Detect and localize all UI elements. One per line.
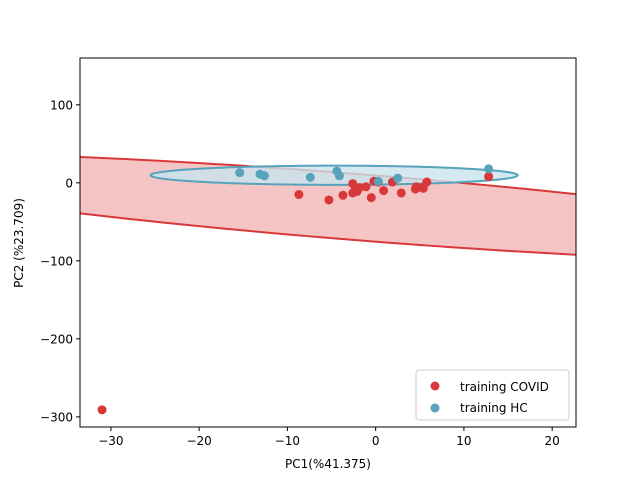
x-tick-label: 20 xyxy=(545,434,560,448)
x-tick-label: 0 xyxy=(372,434,380,448)
data-point-covid xyxy=(484,172,494,182)
data-point-covid xyxy=(97,405,107,415)
data-point-covid xyxy=(361,182,371,192)
legend-marker-hc xyxy=(430,403,440,413)
data-point-covid xyxy=(396,188,406,198)
y-tick-label: −300 xyxy=(40,410,73,424)
x-tick-label: −30 xyxy=(98,434,123,448)
y-tick-label: −100 xyxy=(40,254,73,268)
legend-label-hc: training HC xyxy=(460,401,528,415)
legend: training COVID training HC xyxy=(415,369,570,421)
data-point-covid xyxy=(338,190,348,200)
legend-label-covid: training COVID xyxy=(460,380,549,394)
data-point-covid xyxy=(324,195,334,205)
legend-marker-covid xyxy=(430,381,440,391)
data-point-covid xyxy=(366,193,376,203)
data-point-covid xyxy=(294,190,304,200)
data-point-hc xyxy=(484,164,494,174)
x-tick-label: 10 xyxy=(456,434,471,448)
data-point-hc xyxy=(259,171,269,181)
data-point-hc xyxy=(235,168,245,178)
x-axis-ticks: −30 −20 −10 0 10 20 xyxy=(98,427,560,448)
data-point-hc xyxy=(373,176,383,186)
y-axis-label: PC2 (%23.709) xyxy=(12,198,26,288)
x-tick-label: −10 xyxy=(275,434,300,448)
data-points xyxy=(97,164,494,415)
plot-frame xyxy=(79,57,577,428)
data-point-hc xyxy=(334,171,344,181)
data-point-hc xyxy=(393,173,403,183)
y-tick-label: 0 xyxy=(65,176,73,190)
y-tick-label: −200 xyxy=(40,332,73,346)
x-axis-label: PC1(%41.375) xyxy=(285,457,371,471)
data-point-covid xyxy=(379,186,389,196)
y-axis-ticks: −300 −200 −100 0 100 xyxy=(40,98,80,424)
data-point-hc xyxy=(305,172,315,182)
legend-box xyxy=(415,369,570,421)
y-tick-label: 100 xyxy=(50,98,73,112)
data-point-covid xyxy=(422,177,432,187)
x-tick-label: −20 xyxy=(186,434,211,448)
